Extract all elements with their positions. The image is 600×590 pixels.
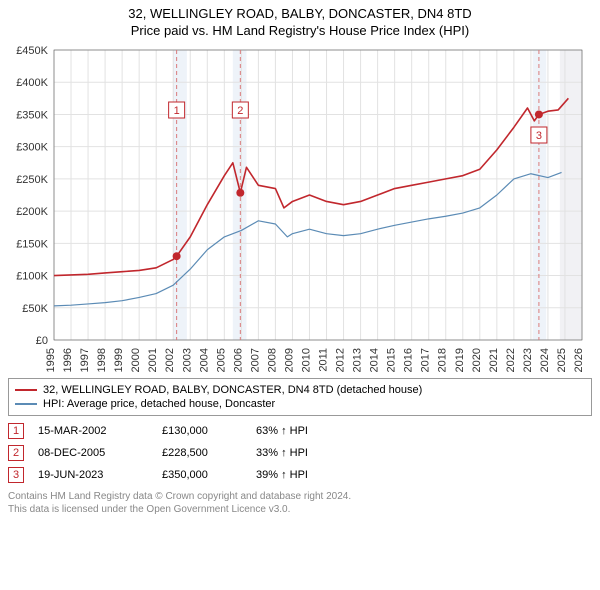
svg-text:2025: 2025 xyxy=(556,348,568,372)
svg-text:1: 1 xyxy=(174,105,180,117)
svg-text:2021: 2021 xyxy=(488,348,500,372)
svg-text:1995: 1995 xyxy=(45,348,57,372)
event-price: £228,500 xyxy=(162,447,242,459)
event-list: 1 15-MAR-2002 £130,000 63% ↑ HPI 2 08-DEC-200… xyxy=(8,420,592,486)
legend: 32, WELLINGLEY ROAD, BALBY, DONCASTER, D… xyxy=(8,378,592,416)
event-pct: 63% ↑ HPI xyxy=(256,425,308,437)
footer-line-1: Contains HM Land Registry data © Crown c… xyxy=(8,490,592,503)
svg-text:2004: 2004 xyxy=(198,348,210,372)
event-date: 19-JUN-2023 xyxy=(38,469,148,481)
svg-text:£0: £0 xyxy=(36,335,48,347)
svg-text:1998: 1998 xyxy=(96,348,108,372)
event-row: 1 15-MAR-2002 £130,000 63% ↑ HPI xyxy=(8,420,592,442)
event-marker-box: 1 xyxy=(8,423,24,439)
svg-text:£450K: £450K xyxy=(16,45,48,57)
svg-text:£100K: £100K xyxy=(16,271,48,283)
event-row: 3 19-JUN-2023 £350,000 39% ↑ HPI xyxy=(8,464,592,486)
event-pct: 39% ↑ HPI xyxy=(256,469,308,481)
svg-text:2006: 2006 xyxy=(232,348,244,372)
svg-text:2008: 2008 xyxy=(266,348,278,372)
svg-text:2024: 2024 xyxy=(539,348,551,372)
svg-text:2011: 2011 xyxy=(318,348,330,372)
svg-text:£50K: £50K xyxy=(22,303,48,315)
svg-text:3: 3 xyxy=(536,130,542,142)
legend-swatch xyxy=(15,403,37,405)
svg-text:2005: 2005 xyxy=(215,348,227,372)
svg-text:£300K: £300K xyxy=(16,142,48,154)
svg-text:2014: 2014 xyxy=(369,348,381,372)
svg-text:2020: 2020 xyxy=(471,348,483,372)
chart-title-block: 32, WELLINGLEY ROAD, BALBY, DONCASTER, D… xyxy=(8,6,592,38)
svg-text:£350K: £350K xyxy=(16,109,48,121)
svg-text:2012: 2012 xyxy=(335,348,347,372)
svg-text:2013: 2013 xyxy=(352,348,364,372)
svg-text:2001: 2001 xyxy=(147,348,159,372)
chart-subtitle: Price paid vs. HM Land Registry's House … xyxy=(8,23,592,38)
svg-text:£200K: £200K xyxy=(16,206,48,218)
event-date: 08-DEC-2005 xyxy=(38,447,148,459)
svg-text:2003: 2003 xyxy=(181,348,193,372)
svg-text:1999: 1999 xyxy=(113,348,125,372)
chart-area: £0 £50K £100K £150K £200K £250K £300K £350K £400… xyxy=(8,42,592,372)
event-price: £130,000 xyxy=(162,425,242,437)
svg-text:1996: 1996 xyxy=(62,348,74,372)
svg-text:£150K: £150K xyxy=(16,238,48,250)
legend-item: 32, WELLINGLEY ROAD, BALBY, DONCASTER, D… xyxy=(15,383,585,397)
svg-text:2002: 2002 xyxy=(164,348,176,372)
svg-text:2: 2 xyxy=(237,105,243,117)
svg-text:2023: 2023 xyxy=(522,348,534,372)
svg-text:2017: 2017 xyxy=(420,348,432,372)
event-row: 2 08-DEC-2005 £228,500 33% ↑ HPI xyxy=(8,442,592,464)
footer-line-2: This data is licensed under the Open Gov… xyxy=(8,503,592,516)
svg-text:£250K: £250K xyxy=(16,174,48,186)
legend-swatch xyxy=(15,389,37,391)
svg-text:2007: 2007 xyxy=(249,348,261,372)
event-marker-box: 2 xyxy=(8,445,24,461)
svg-text:2015: 2015 xyxy=(386,348,398,372)
legend-label: HPI: Average price, detached house, Donc… xyxy=(43,398,275,410)
svg-text:2016: 2016 xyxy=(403,348,415,372)
svg-text:2026: 2026 xyxy=(573,348,585,372)
svg-text:2022: 2022 xyxy=(505,348,517,372)
legend-item: HPI: Average price, detached house, Donc… xyxy=(15,397,585,411)
event-date: 15-MAR-2002 xyxy=(38,425,148,437)
chart-title-address: 32, WELLINGLEY ROAD, BALBY, DONCASTER, D… xyxy=(8,6,592,21)
event-pct: 33% ↑ HPI xyxy=(256,447,308,459)
event-price: £350,000 xyxy=(162,469,242,481)
svg-text:£400K: £400K xyxy=(16,77,48,89)
line-chart: £0 £50K £100K £150K £200K £250K £300K £350K £400… xyxy=(8,42,592,372)
footer-attribution: Contains HM Land Registry data © Crown c… xyxy=(8,490,592,516)
svg-text:2010: 2010 xyxy=(300,348,312,372)
svg-text:2009: 2009 xyxy=(283,348,295,372)
svg-text:2018: 2018 xyxy=(437,348,449,372)
legend-label: 32, WELLINGLEY ROAD, BALBY, DONCASTER, D… xyxy=(43,384,422,396)
svg-text:1997: 1997 xyxy=(79,348,91,372)
event-marker-box: 3 xyxy=(8,467,24,483)
svg-text:2000: 2000 xyxy=(130,348,142,372)
svg-text:2019: 2019 xyxy=(454,348,466,372)
